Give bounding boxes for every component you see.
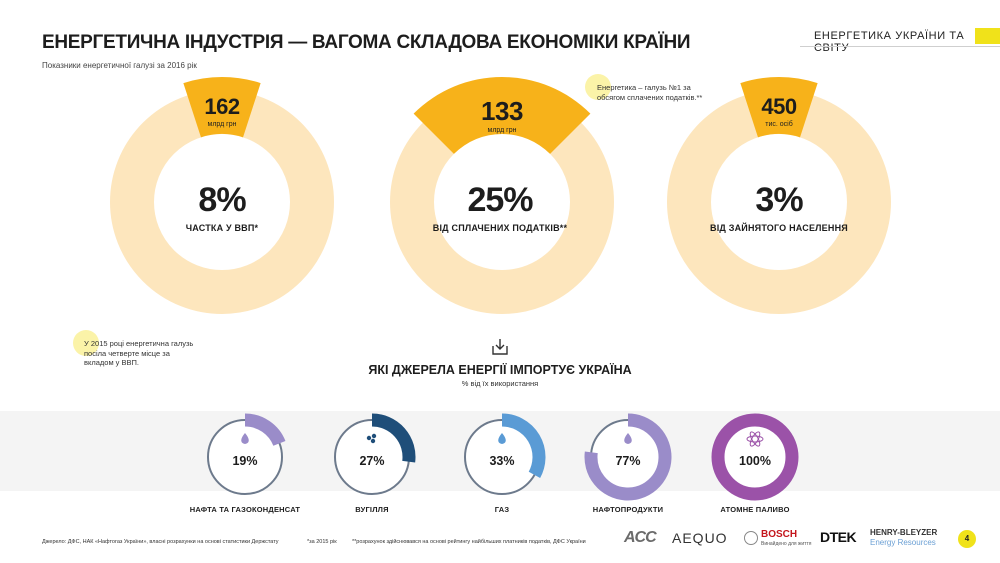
oil-drop-icon	[241, 433, 249, 444]
donut-value-label: 27%	[359, 454, 385, 468]
footer-note-1: *за 2015 рік	[307, 539, 337, 545]
logo-bosch: BOSCH	[761, 529, 798, 540]
logo-dtek: DTEK	[820, 529, 857, 545]
logo-henry-bleyzer: HENRY-BLEYZER	[870, 528, 938, 537]
stat-percent: 8%	[198, 181, 246, 219]
stat-share-wedge	[183, 77, 261, 138]
stat-unit: млрд грн	[487, 127, 517, 134]
tax-note: Енергетика – галузь №1 за обсягом сплаче…	[597, 83, 703, 102]
donut-segment	[501, 413, 546, 478]
logo-acc: ACC	[624, 529, 657, 546]
imports-title: ЯКІ ДЖЕРЕЛА ЕНЕРГІЇ ІМПОРТУЄ УКРАЇНА	[368, 363, 632, 377]
stat-value: 133	[481, 96, 523, 126]
stat-unit: млрд грн	[207, 121, 237, 128]
donut-category-label: ВУГІЛЛЯ	[355, 505, 389, 514]
atom-icon	[746, 431, 764, 447]
page-number: 4	[958, 530, 976, 548]
page-title: ЕНЕРГЕТИЧНА ІНДУСТРІЯ — ВАГОМА СКЛАДОВА …	[42, 32, 691, 53]
donut-segment	[371, 413, 416, 463]
donut-value-label: 77%	[615, 454, 641, 468]
stat-percent: 25%	[467, 181, 533, 219]
stat-share-wedge	[413, 76, 591, 154]
stats-rings	[110, 76, 891, 314]
donut-category-label: АТОМНЕ ПАЛИВО	[720, 505, 790, 514]
section-accent-bar	[975, 28, 1000, 44]
section-tag: ЕНЕРГЕТИКА УКРАЇНИ ТА СВІТУ	[814, 30, 965, 54]
donut-value-label: 100%	[739, 454, 771, 468]
stat-caption: ЧАСТКА У ВВП*	[185, 223, 259, 233]
note-marker	[73, 330, 99, 356]
stat-caption: ВІД СПЛАЧЕНИХ ПОДАТКІВ**	[432, 223, 568, 233]
donut-value-label: 33%	[489, 454, 515, 468]
donut-value-label: 19%	[232, 454, 258, 468]
donut-segment	[711, 413, 799, 501]
fuel-drop-icon	[624, 433, 632, 444]
logo-bosch-slogan: Винайдено для життя	[761, 541, 812, 547]
donut-segment	[244, 413, 286, 447]
note-marker	[585, 74, 611, 100]
donut-category-label: НАФТА ТА ГАЗОКОНДЕНСАТ	[189, 505, 301, 514]
gdp-note: У 2015 році енергетична галузь посіла че…	[84, 339, 194, 367]
footer-source: Джерело: ДФС, НАК «Нафтогаз України», вл…	[42, 539, 279, 545]
stat-value: 162	[204, 94, 240, 119]
logo-aequo: AEQUO	[672, 530, 728, 546]
section-divider	[800, 46, 1000, 47]
page-subtitle: Показники енергетичної галузі за 2016 рі…	[42, 61, 197, 70]
stat-percent: 3%	[755, 181, 803, 219]
download-icon	[492, 339, 508, 355]
gas-flame-icon	[498, 433, 506, 444]
bosch-icon	[744, 531, 758, 545]
donut-category-label: НАФТОПРОДУКТИ	[592, 505, 664, 514]
stat-share-wedge	[740, 76, 818, 138]
stat-value: 450	[761, 94, 797, 119]
footer-note-2: **розрахунок здійснювався на основі рейт…	[352, 539, 586, 545]
stat-unit: тис. осіб	[765, 121, 793, 128]
imports-subtitle: % від їх використання	[461, 379, 539, 388]
donut-category-label: ГАЗ	[494, 505, 510, 514]
logo-energy-resources: Energy Resources	[870, 538, 936, 547]
stat-caption: ВІД ЗАЙНЯТОГО НАСЕЛЕННЯ	[710, 223, 848, 233]
donut-segment	[584, 413, 672, 501]
imports-donuts	[207, 413, 799, 501]
coal-icon	[366, 433, 377, 444]
